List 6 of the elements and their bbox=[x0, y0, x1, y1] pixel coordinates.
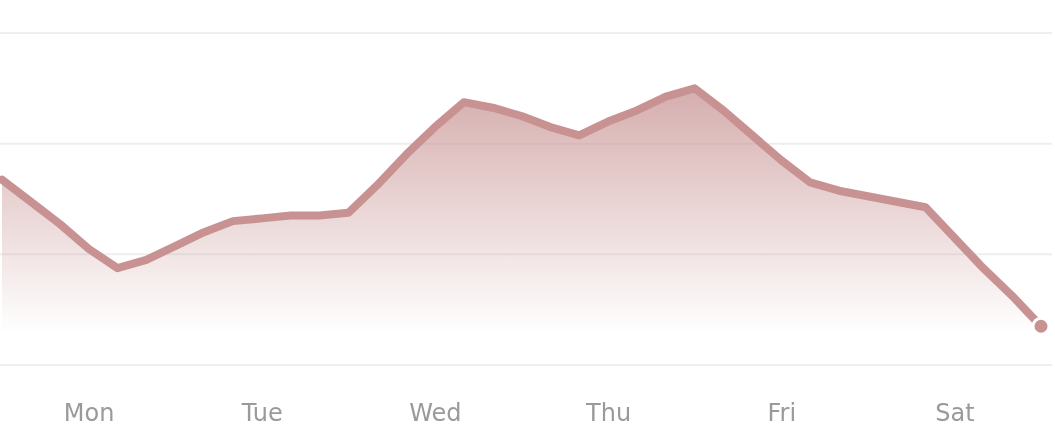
x-tick-label: Mon bbox=[63, 399, 115, 428]
x-tick-label: Thu bbox=[585, 399, 632, 428]
x-tick-label: Fri bbox=[767, 399, 797, 428]
x-tick-label: Tue bbox=[240, 399, 283, 428]
x-tick-label: Sat bbox=[935, 399, 975, 428]
x-tick-label: Wed bbox=[409, 399, 462, 428]
